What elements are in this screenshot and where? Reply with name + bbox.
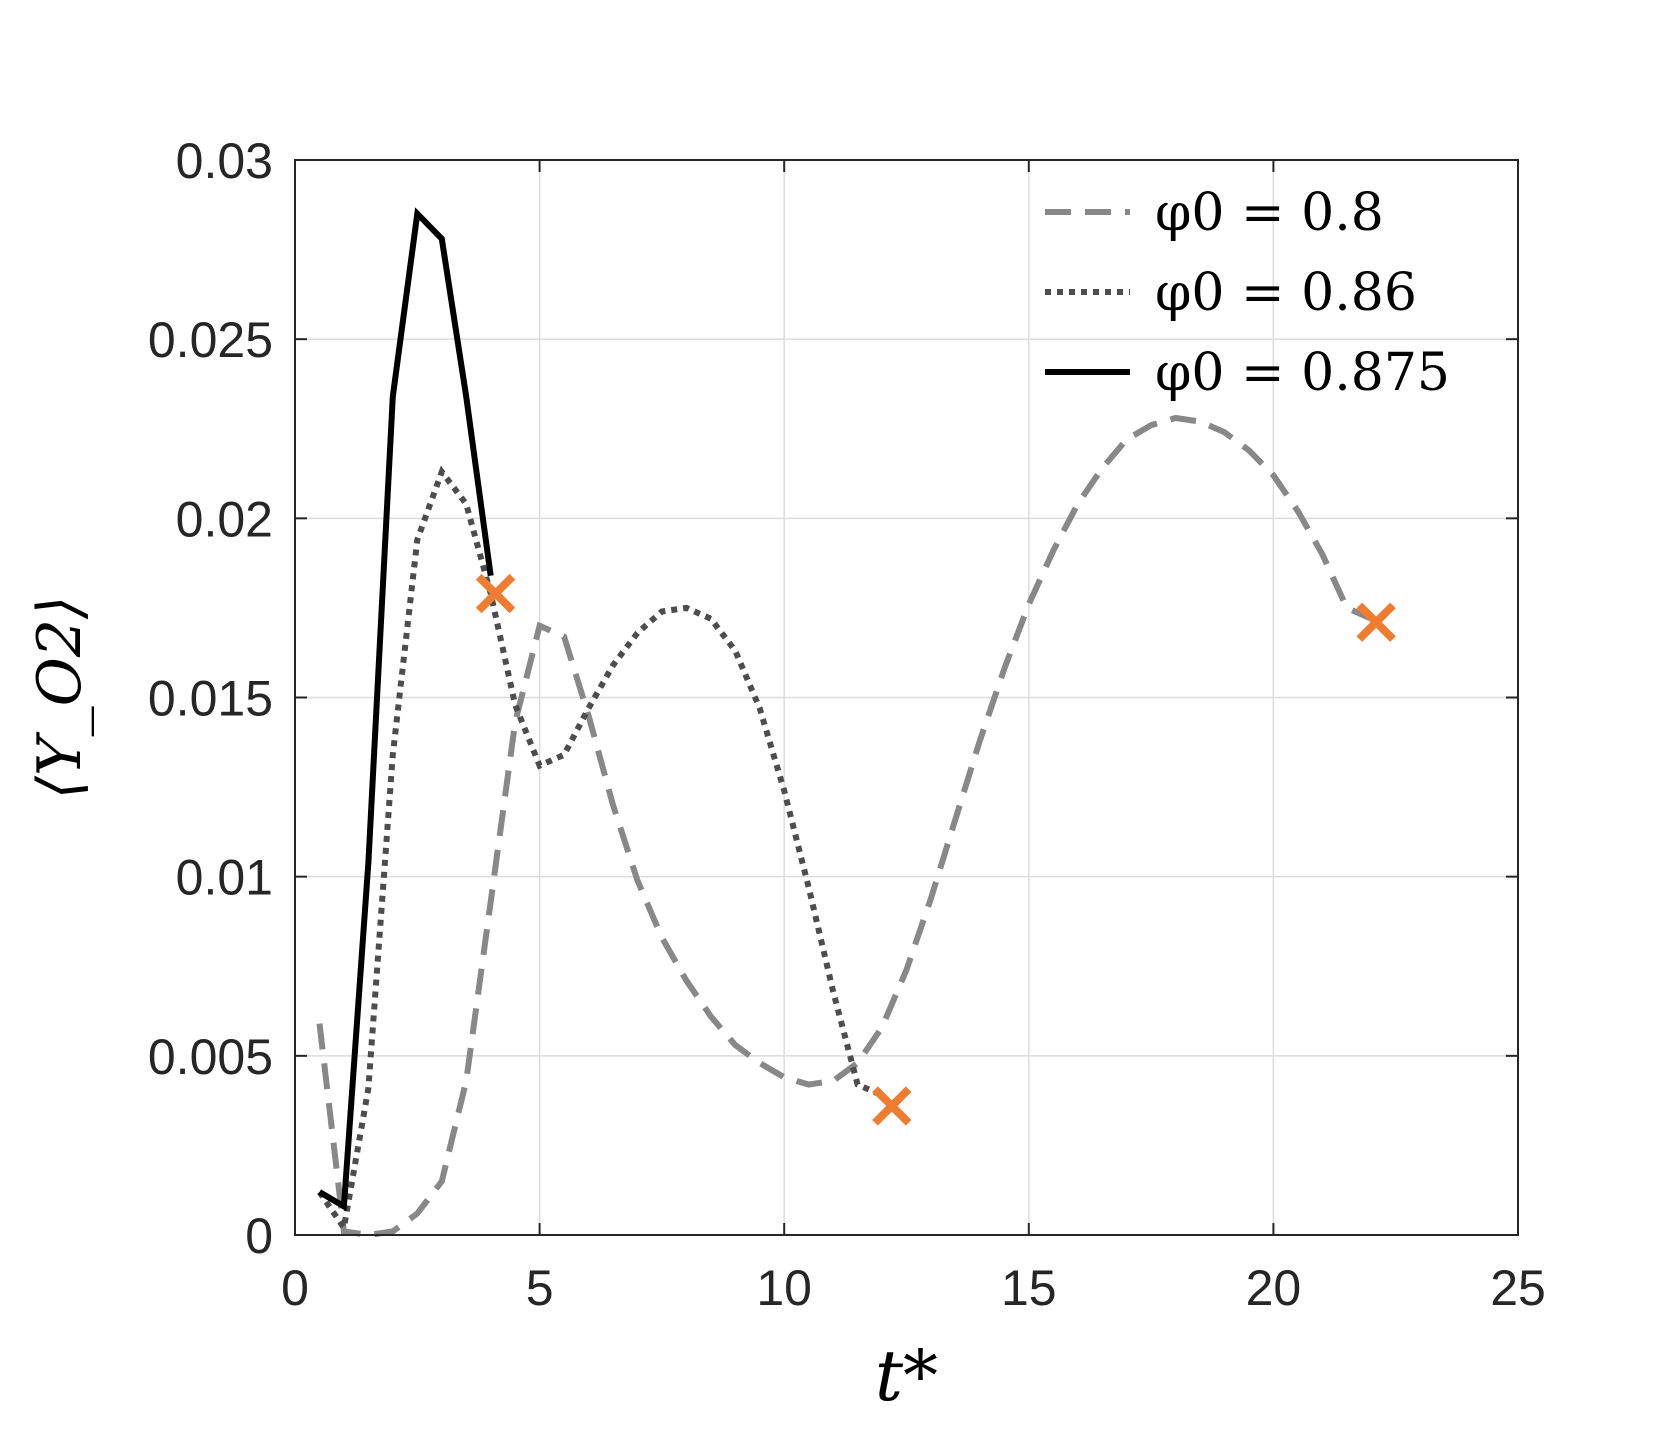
y-tick-label: 0.01: [176, 850, 273, 906]
x-tick-label: 15: [1001, 1260, 1057, 1316]
end-markers: [475, 573, 1396, 1126]
series-line-dashed: [316, 414, 1383, 1239]
y-tick-label: 0.03: [176, 133, 273, 189]
y-tick-label: 0.015: [148, 671, 273, 727]
end-marker: [1356, 602, 1396, 642]
y-tick-label: 0.025: [148, 312, 273, 368]
x-tick-label: 5: [526, 1260, 554, 1316]
x-tick-label: 20: [1246, 1260, 1302, 1316]
x-tick-label: 10: [756, 1260, 812, 1316]
series-line-dotted: [317, 465, 895, 1236]
y-tick-label: 0: [245, 1208, 273, 1264]
y-tick-label: 0.02: [176, 491, 273, 547]
x-tick-labels: 0 5 10 15 20 25: [281, 1260, 1546, 1316]
x-tick-label: 25: [1490, 1260, 1546, 1316]
y-tick-labels: 0 0.005 0.01 0.015 0.02 0.025 0.03: [148, 133, 273, 1264]
end-marker-stroke: [1356, 602, 1396, 642]
grid-lines: [295, 160, 1518, 1235]
legend-label: φ0 = 0.8: [1155, 183, 1384, 243]
series-lines: [316, 207, 1383, 1239]
series-line-solid: [317, 207, 494, 1212]
end-marker: [872, 1086, 912, 1126]
axis-ticks: [294, 159, 1519, 1236]
legend-label: φ0 = 0.875: [1155, 343, 1450, 403]
x-axis-title: t*: [875, 1335, 938, 1417]
end-marker-stroke: [475, 573, 516, 614]
legend-label: φ0 = 0.86: [1155, 263, 1417, 323]
y-axis-title: ⟨Y_O2⟩: [25, 596, 95, 800]
end-marker: [475, 573, 516, 614]
x-tick-label: 0: [281, 1260, 309, 1316]
end-marker-stroke: [872, 1086, 912, 1126]
legend: φ0 = 0.8 φ0 = 0.86 φ0 = 0.875: [1045, 183, 1450, 403]
y-tick-label: 0.005: [148, 1029, 273, 1085]
